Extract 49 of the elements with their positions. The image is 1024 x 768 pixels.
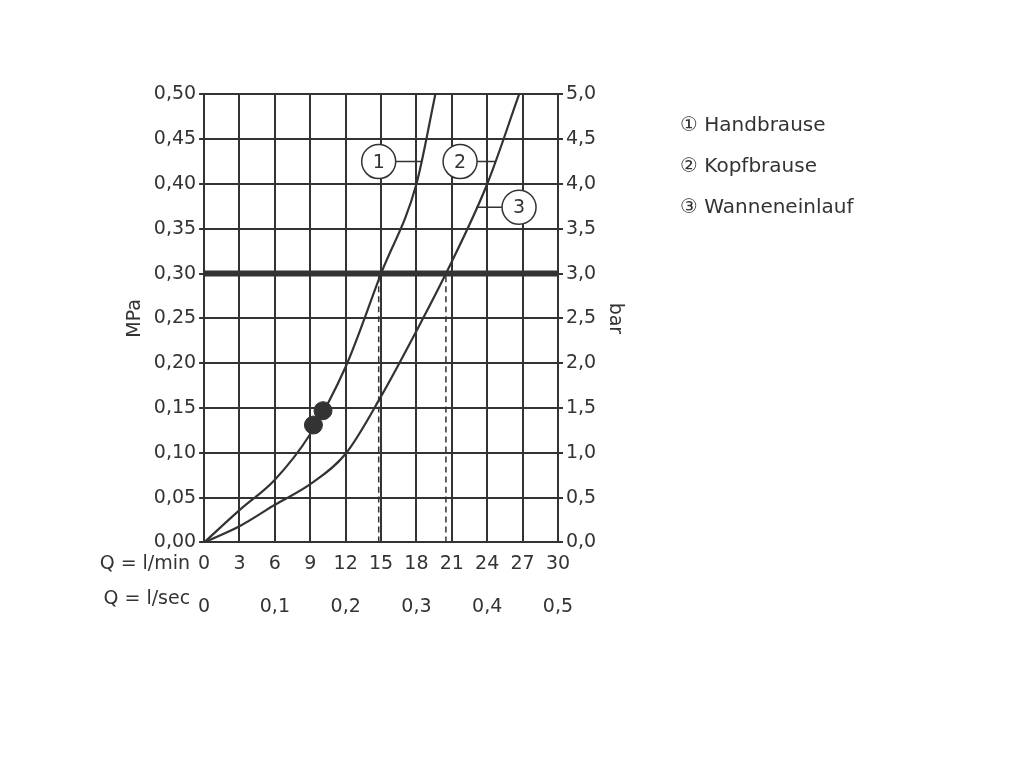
x-tick-label: 27: [510, 550, 535, 573]
x2-tick-label: 0,3: [401, 593, 432, 616]
x2-tick-label: 0,2: [330, 593, 361, 616]
x-tick-label: 18: [404, 550, 429, 573]
y2-tick-label: 2,0: [565, 350, 597, 373]
y2-axis-title: bar: [605, 302, 628, 335]
y2-tick-label: 1,0: [565, 439, 597, 462]
annotation: 1: [372, 149, 385, 172]
y2-tick-label: 5,0: [565, 81, 597, 104]
y2-tick-label: 3,5: [565, 215, 597, 238]
annotation: 3: [513, 195, 526, 218]
x-tick-label: 12: [333, 550, 358, 573]
y-tick-label: 0,05: [153, 484, 197, 507]
y-tick-label: 0,40: [153, 170, 197, 193]
y-tick-label: 0,25: [153, 305, 197, 328]
x-tick-label: 3: [233, 550, 246, 573]
y2-tick-label: 2,5: [565, 305, 597, 328]
x2-tick-label: 0,5: [542, 593, 574, 616]
x-tick-label: 30: [545, 550, 571, 573]
annotation: 2: [454, 149, 467, 172]
y-tick-label: 0,20: [153, 350, 197, 373]
x2-tick-label: 0,4: [472, 593, 503, 616]
x2-tick-label: 0: [198, 593, 211, 616]
y2-tick-label: 4,5: [565, 126, 597, 149]
x2-tick-label: 0,1: [259, 593, 290, 616]
x-axis-title: Q = l/min: [99, 551, 191, 574]
y-tick-label: 0,10: [153, 439, 197, 462]
text: ② Kopfbrause: [680, 152, 818, 179]
x2-axis-title: Q = l/sec: [103, 586, 191, 609]
x-tick-label: 0: [198, 550, 211, 573]
y-tick-label: 0,00: [153, 529, 197, 552]
y2-tick-label: 3,0: [565, 260, 597, 283]
y2-tick-label: 4,0: [565, 170, 597, 193]
y-tick-label: 0,30: [153, 260, 197, 283]
y-tick-label: 0,50: [153, 81, 197, 104]
text: ① Handbrause: [680, 111, 827, 138]
x-tick-label: 6: [268, 550, 281, 573]
x-tick-label: 15: [368, 550, 394, 573]
y2-tick-label: 0,0: [565, 529, 597, 552]
x-tick-label: 24: [475, 550, 500, 573]
x-tick-label: 21: [439, 550, 464, 573]
y-tick-label: 0,15: [153, 394, 197, 417]
y-axis-title: MPa: [122, 299, 145, 338]
y2-tick-label: 1,5: [565, 394, 597, 417]
y-tick-label: 0,35: [153, 215, 197, 238]
x-tick-label: 9: [304, 550, 317, 573]
y2-tick-label: 0,5: [565, 484, 597, 507]
text: ③ Wanneneinlauf: [680, 193, 854, 220]
y-tick-label: 0,45: [153, 126, 197, 149]
